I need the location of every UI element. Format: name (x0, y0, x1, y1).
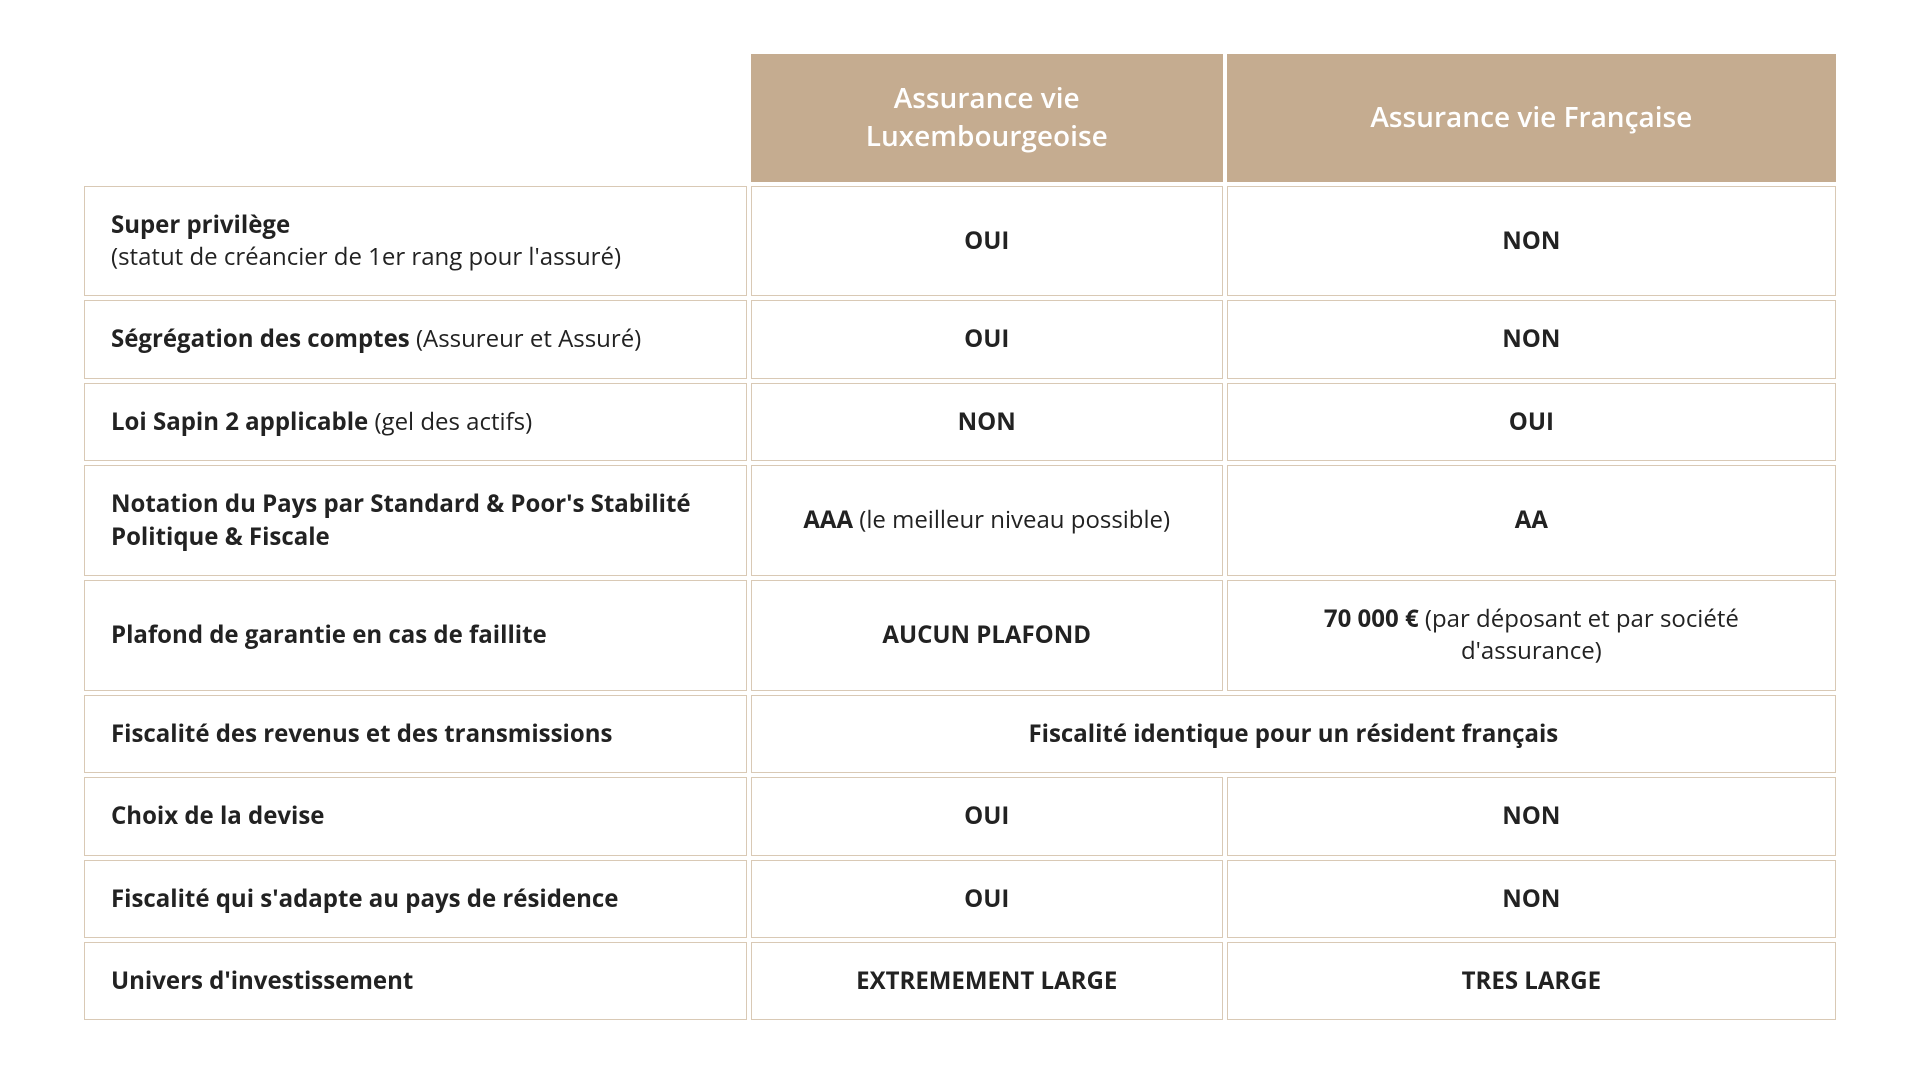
label-bold: Plafond de garantie en cas de faillite (111, 618, 547, 651)
table-row: Fiscalité qui s'adapte au pays de réside… (84, 860, 1836, 938)
table-row: Univers d'investissement EXTREMEMENT LAR… (84, 942, 1836, 1020)
cell-fr: OUI (1227, 383, 1836, 461)
cell-merged: Fiscalité identique pour un résident fra… (751, 695, 1836, 773)
cell-lux: AUCUN PLAFOND (751, 580, 1223, 691)
cell-lux: OUI (751, 777, 1223, 855)
cell-lux: EXTREMEMENT LARGE (751, 942, 1223, 1020)
row-label: Univers d'investissement (84, 942, 747, 1020)
comparison-table-container: Assurance vie Luxembourgeoise Assurance … (0, 0, 1920, 1074)
table-row: Choix de la devise OUI NON (84, 777, 1836, 855)
header-luxembourg: Assurance vie Luxembourgeoise (751, 54, 1223, 182)
table-row: Notation du Pays par Standard & Poor's S… (84, 465, 1836, 576)
table-header-row: Assurance vie Luxembourgeoise Assurance … (84, 54, 1836, 182)
label-sub: (statut de créancier de 1er rang pour l'… (111, 240, 621, 273)
label-sub: (Assureur et Assuré) (410, 322, 642, 355)
label-sub: (gel des actifs) (368, 405, 532, 438)
row-label: Notation du Pays par Standard & Poor's S… (84, 465, 747, 576)
row-label: Fiscalité des revenus et des transmissio… (84, 695, 747, 773)
header-france: Assurance vie Française (1227, 54, 1836, 182)
value-sub: (le meilleur niveau possible) (853, 503, 1170, 536)
label-bold: Super privilège (111, 208, 290, 241)
cell-fr: 70 000 € (par déposant et par société d'… (1227, 580, 1836, 691)
row-label: Plafond de garantie en cas de faillite (84, 580, 747, 691)
label-bold: Loi Sapin 2 applicable (111, 405, 368, 438)
row-label: Ségrégation des comptes (Assureur et Ass… (84, 300, 747, 378)
label-bold: Notation du Pays par Standard & Poor's S… (111, 487, 691, 552)
comparison-table: Assurance vie Luxembourgeoise Assurance … (80, 50, 1840, 1024)
label-bold: Fiscalité des revenus et des transmissio… (111, 717, 612, 750)
row-label: Choix de la devise (84, 777, 747, 855)
label-bold: Univers d'investissement (111, 964, 413, 997)
cell-fr: NON (1227, 186, 1836, 297)
cell-fr: AA (1227, 465, 1836, 576)
label-bold: Fiscalité qui s'adapte au pays de réside… (111, 882, 618, 915)
label-bold: Choix de la devise (111, 799, 324, 832)
label-bold: Ségrégation des comptes (111, 322, 410, 355)
cell-lux: OUI (751, 300, 1223, 378)
row-label: Loi Sapin 2 applicable (gel des actifs) (84, 383, 747, 461)
cell-fr: NON (1227, 300, 1836, 378)
table-row: Super privilège (statut de créancier de … (84, 186, 1836, 297)
value-sub: (par déposant et par société d'assurance… (1419, 602, 1739, 667)
cell-fr: TRES LARGE (1227, 942, 1836, 1020)
row-label: Fiscalité qui s'adapte au pays de réside… (84, 860, 747, 938)
value-bold: 70 000 € (1324, 602, 1419, 635)
cell-lux: AAA (le meilleur niveau possible) (751, 465, 1223, 576)
cell-lux: OUI (751, 186, 1223, 297)
table-row: Fiscalité des revenus et des transmissio… (84, 695, 1836, 773)
table-row: Ségrégation des comptes (Assureur et Ass… (84, 300, 1836, 378)
value-bold: AAA (803, 503, 853, 536)
table-row: Loi Sapin 2 applicable (gel des actifs) … (84, 383, 1836, 461)
table-body: Super privilège (statut de créancier de … (84, 186, 1836, 1021)
cell-fr: NON (1227, 777, 1836, 855)
cell-lux: OUI (751, 860, 1223, 938)
row-label: Super privilège (statut de créancier de … (84, 186, 747, 297)
table-row: Plafond de garantie en cas de faillite A… (84, 580, 1836, 691)
header-blank (84, 54, 747, 182)
cell-lux: NON (751, 383, 1223, 461)
cell-fr: NON (1227, 860, 1836, 938)
